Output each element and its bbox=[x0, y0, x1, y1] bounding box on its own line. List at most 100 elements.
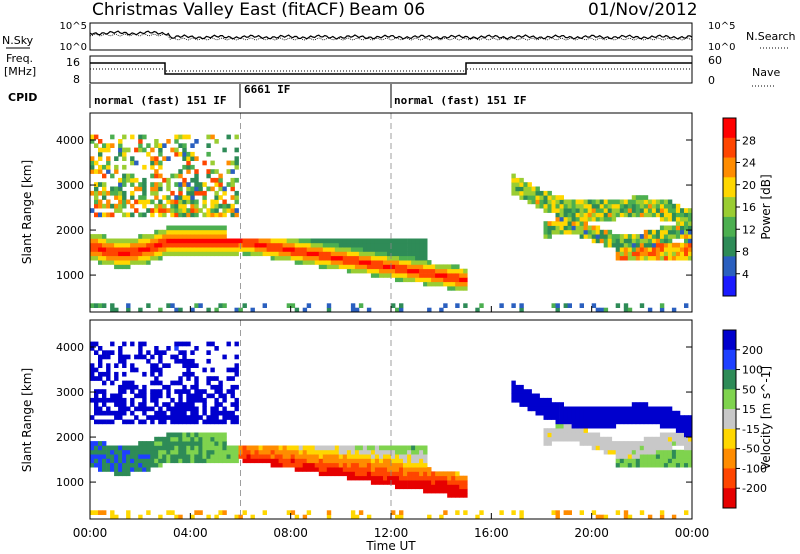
power-cell bbox=[599, 238, 605, 244]
velocity-cell bbox=[206, 514, 211, 520]
power-cell bbox=[190, 156, 195, 161]
power-cell bbox=[338, 260, 344, 265]
colorbar-tick-label: 24 bbox=[742, 157, 756, 170]
power-colorbar-blocks bbox=[723, 118, 736, 297]
power-cell bbox=[411, 277, 416, 283]
velocity-cell bbox=[591, 406, 597, 412]
velocity-cell bbox=[684, 449, 689, 455]
velocity-cell bbox=[370, 480, 376, 485]
power-cell bbox=[647, 238, 653, 244]
velocity-cell bbox=[366, 458, 372, 464]
velocity-cell bbox=[158, 454, 163, 459]
power-cell bbox=[643, 203, 649, 209]
velocity-cell bbox=[411, 462, 416, 468]
power-cell bbox=[98, 247, 103, 252]
velocity-cell bbox=[655, 449, 661, 455]
velocity-cell bbox=[563, 423, 568, 429]
power-cell bbox=[166, 242, 171, 248]
power-cell bbox=[651, 247, 657, 252]
power-cell bbox=[198, 251, 203, 257]
power-cell bbox=[366, 238, 372, 244]
power-cell bbox=[411, 260, 416, 265]
power-cell bbox=[515, 177, 520, 183]
velocity-cell bbox=[118, 445, 123, 451]
power-cell bbox=[190, 208, 195, 213]
velocity-cell bbox=[114, 371, 119, 377]
power-cell bbox=[374, 260, 380, 265]
power-cell bbox=[427, 264, 432, 270]
power-cell bbox=[174, 234, 179, 239]
velocity-cell bbox=[158, 358, 163, 364]
velocity-cell bbox=[350, 467, 356, 472]
power-cell bbox=[146, 242, 151, 248]
power-cell bbox=[667, 255, 673, 261]
power-cell bbox=[302, 238, 308, 244]
power-cell bbox=[659, 216, 665, 222]
power-cell bbox=[234, 177, 239, 183]
power-cell bbox=[306, 238, 312, 244]
colorbar-tick-label: 100 bbox=[742, 364, 763, 377]
velocity-cell bbox=[435, 471, 440, 477]
power-cell bbox=[230, 238, 235, 244]
velocity-cell bbox=[627, 462, 633, 468]
power-cell bbox=[158, 251, 163, 257]
velocity-cell bbox=[571, 423, 576, 429]
power-cell bbox=[94, 247, 99, 252]
power-cell bbox=[575, 199, 580, 205]
power-cell bbox=[411, 268, 416, 274]
power-cell bbox=[186, 182, 191, 187]
power-cell bbox=[286, 303, 292, 308]
power-cell bbox=[138, 242, 143, 248]
power-cell bbox=[619, 251, 625, 257]
power-cell bbox=[210, 242, 215, 248]
velocity-cell bbox=[451, 488, 456, 494]
power-cell bbox=[158, 307, 163, 313]
power-cell bbox=[631, 247, 637, 252]
power-cell bbox=[567, 208, 572, 213]
power-cell bbox=[511, 182, 516, 187]
velocity-cell bbox=[290, 510, 296, 515]
power-cell bbox=[680, 208, 685, 213]
power-cell bbox=[627, 251, 633, 257]
power-cell bbox=[415, 238, 420, 244]
power-cell bbox=[246, 242, 251, 248]
velocity-cell bbox=[118, 354, 123, 360]
power-cell bbox=[126, 264, 131, 270]
velocity-cell bbox=[547, 432, 552, 438]
power-cell bbox=[655, 247, 661, 252]
power-cell bbox=[246, 251, 251, 257]
power-cell bbox=[218, 212, 223, 218]
velocity-cell bbox=[455, 480, 460, 485]
power-cell bbox=[114, 208, 119, 213]
power-cell bbox=[415, 268, 420, 274]
velocity-cell bbox=[198, 397, 203, 403]
power-cell bbox=[94, 195, 99, 200]
power-cell bbox=[210, 247, 215, 252]
power-cell bbox=[527, 190, 532, 196]
power-cell bbox=[374, 264, 380, 270]
velocity-cell bbox=[102, 410, 107, 416]
power-cell bbox=[154, 255, 159, 261]
velocity-cell bbox=[94, 376, 99, 381]
power-cell bbox=[338, 242, 344, 248]
power-cell bbox=[114, 242, 119, 248]
velocity-cell bbox=[603, 410, 609, 416]
velocity-cell bbox=[391, 510, 396, 515]
velocity-cell bbox=[326, 445, 332, 451]
power-cell bbox=[162, 203, 167, 209]
velocity-cell bbox=[202, 436, 207, 442]
velocity-cell bbox=[210, 410, 215, 416]
velocity-cell bbox=[194, 449, 199, 455]
power-cell bbox=[110, 251, 115, 257]
colorbar-block bbox=[723, 448, 736, 469]
power-cell bbox=[346, 255, 352, 261]
velocity-cell bbox=[230, 415, 235, 420]
velocity-cell bbox=[190, 393, 195, 399]
velocity-cell bbox=[619, 410, 625, 416]
power-cell bbox=[623, 199, 629, 205]
velocity-cell bbox=[555, 419, 560, 425]
power-cell bbox=[659, 229, 665, 235]
power-cell bbox=[158, 147, 163, 153]
velocity-cell bbox=[326, 454, 332, 459]
power-cell bbox=[178, 247, 183, 252]
